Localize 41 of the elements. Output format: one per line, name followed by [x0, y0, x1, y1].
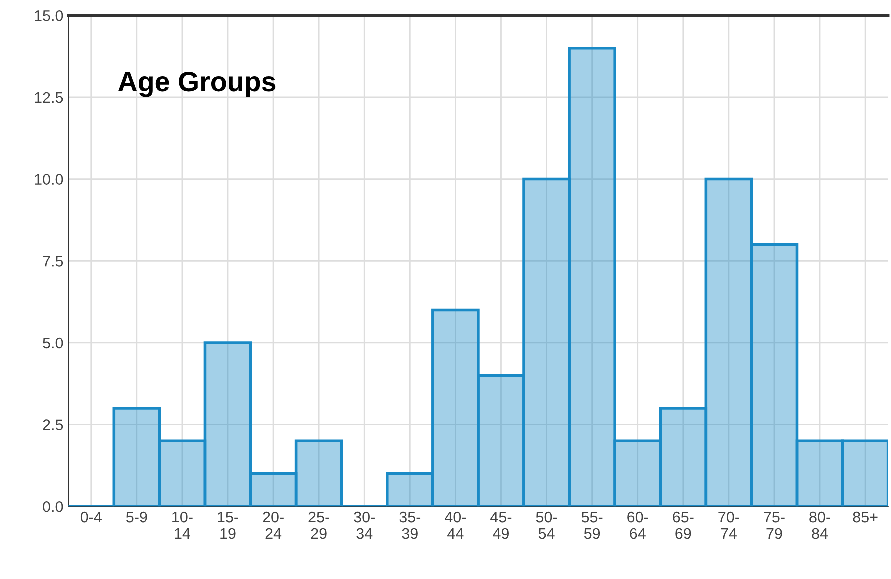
y-tick-label: 12.5 — [35, 92, 64, 104]
x-tick-label: 20- 24 — [263, 512, 284, 540]
x-tick-label: 15- 19 — [218, 512, 238, 540]
x-tick-label: 55- 59 — [582, 512, 603, 540]
x-tick-label: 60- 64 — [628, 512, 648, 540]
bar — [568, 46, 616, 507]
x-tick-label: 65- 69 — [673, 512, 694, 540]
x-tick-label: 45- 49 — [490, 512, 512, 540]
x-tick-label: 25- 29 — [308, 512, 330, 540]
x-tick-label: 75- 79 — [764, 512, 785, 540]
text: Age Groups — [118, 72, 276, 98]
y-tick-label: 7.5 — [43, 256, 64, 267]
bar — [386, 472, 434, 507]
x-tick-label: 5-9 — [126, 512, 148, 523]
x-tick-label: 30- 34 — [354, 512, 375, 540]
bar — [522, 178, 571, 507]
bar — [796, 440, 844, 507]
bar — [294, 440, 344, 507]
bar — [432, 308, 480, 507]
bar — [204, 342, 252, 507]
x-tick-label: 0-4 — [80, 512, 102, 523]
x-tick-label: 80- 84 — [810, 512, 830, 540]
x-tick-label: 10- 14 — [172, 512, 193, 540]
bar — [477, 374, 526, 507]
y-tick-label: 2.5 — [43, 420, 64, 430]
bar — [750, 243, 799, 507]
x-tick-label: 70- 74 — [718, 512, 740, 540]
x-tick-label: 50- 54 — [536, 512, 558, 540]
bar — [841, 440, 888, 507]
bar — [704, 178, 754, 507]
y-tick-label: 0.0 — [43, 501, 64, 512]
bar — [112, 407, 162, 507]
bar — [249, 472, 298, 507]
bar — [158, 440, 207, 507]
x-tick-label: 85+ — [853, 512, 878, 523]
x-tick-label: 40- 44 — [445, 512, 466, 540]
bar — [659, 407, 708, 507]
y-tick-label: 5.0 — [43, 338, 64, 349]
y-tick-label: 15.0 — [35, 10, 64, 22]
x-tick-label: 35- 39 — [400, 512, 421, 540]
y-tick-label: 10.0 — [35, 174, 64, 185]
